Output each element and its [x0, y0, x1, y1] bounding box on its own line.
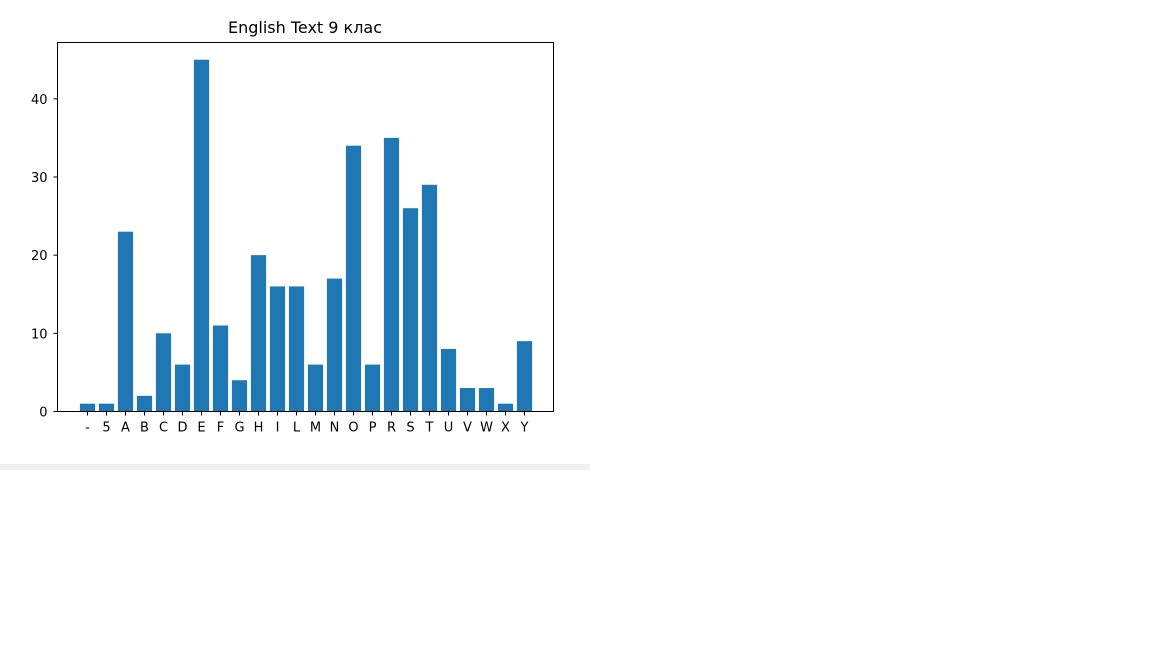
- y-tick-label-0: 0: [39, 406, 47, 421]
- bar-4: [155, 333, 172, 412]
- bar-12: [307, 364, 324, 412]
- x-tick-label-19: U: [444, 421, 454, 436]
- x-tick-label-14: O: [348, 421, 358, 436]
- bar-2: [117, 231, 134, 412]
- x-tick-label-7: F: [217, 421, 224, 436]
- x-tick-label-8: G: [234, 421, 244, 436]
- bar-11: [288, 286, 305, 412]
- bar-0: [79, 403, 96, 412]
- x-tick-label-6: E: [197, 421, 205, 436]
- bar-13: [326, 278, 343, 412]
- y-tick-label-4: 40: [31, 93, 48, 108]
- x-tick-label-17: S: [406, 421, 414, 436]
- x-tick-label-20: V: [463, 421, 472, 436]
- axes-frame: [57, 42, 554, 412]
- bar-6: [193, 59, 210, 412]
- x-tick-label-22: X: [501, 421, 510, 436]
- x-tick-label-4: C: [159, 421, 168, 436]
- y-axis: 0 10 20 30 40: [31, 93, 58, 421]
- bar-19: [440, 348, 457, 412]
- bar-14: [345, 145, 362, 412]
- chart-title: English Text 9 клас: [228, 18, 382, 37]
- x-tick-label-5: D: [177, 421, 187, 436]
- bar-3: [136, 395, 153, 412]
- x-tick-label-12: M: [310, 421, 321, 436]
- bar-8: [231, 380, 248, 412]
- y-tick-label-2: 20: [31, 249, 48, 264]
- x-tick-label-3: B: [140, 421, 149, 436]
- bar-20: [459, 388, 476, 412]
- y-tick-label-3: 30: [31, 171, 48, 186]
- x-tick-label-2: A: [121, 421, 130, 436]
- x-tick-label-10: I: [276, 421, 280, 436]
- x-tick-label-9: H: [254, 421, 264, 436]
- bar-9: [250, 255, 267, 412]
- x-tick-label-21: W: [480, 421, 493, 436]
- x-tick-label-18: T: [425, 421, 434, 436]
- bar-16: [383, 137, 400, 412]
- x-tick-label-23: Y: [520, 421, 529, 436]
- bar-17: [402, 208, 419, 412]
- toolbar-strip: [0, 464, 590, 470]
- bar-15: [364, 364, 381, 412]
- x-tick-label-0: -: [85, 421, 90, 436]
- bar-1: [98, 403, 115, 412]
- bar-18: [421, 184, 438, 412]
- bar-21: [478, 388, 495, 412]
- bar-23: [516, 341, 533, 412]
- x-tick-label-11: L: [293, 421, 301, 436]
- x-tick-label-1: 5: [102, 421, 110, 436]
- x-tick-label-15: P: [369, 421, 377, 436]
- bars-layer: [79, 59, 533, 412]
- y-tick-label-1: 10: [31, 327, 48, 342]
- bar-7: [212, 325, 229, 412]
- x-tick-label-16: R: [387, 421, 396, 436]
- bar-5: [174, 364, 191, 412]
- bar-22: [497, 403, 514, 412]
- x-tick-label-13: N: [330, 421, 340, 436]
- bar-10: [269, 286, 286, 412]
